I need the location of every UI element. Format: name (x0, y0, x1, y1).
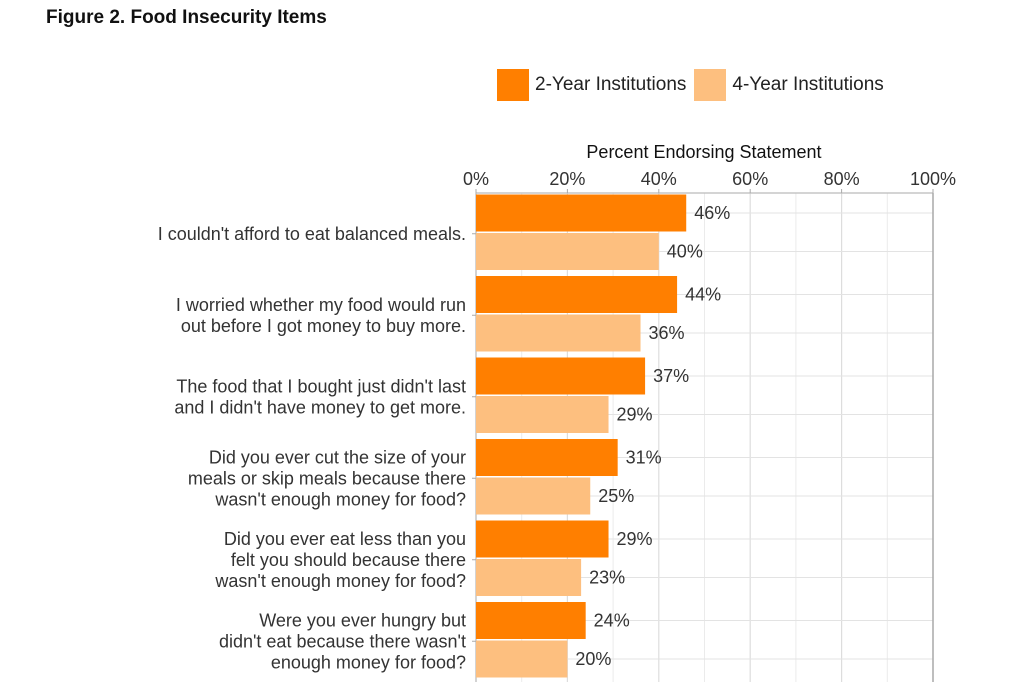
figure-title: Figure 2. Food Insecurity Items (46, 7, 327, 28)
data-label: 29% (617, 405, 653, 425)
data-label: 31% (626, 448, 662, 468)
category-label-line: I couldn't afford to eat balanced meals. (158, 224, 466, 244)
category-label: Did you ever eat less than you felt you s… (214, 529, 466, 591)
category-label: The food that I bought just didn't last a… (174, 376, 466, 417)
category-label-line: Did you ever cut the size of your (209, 447, 466, 467)
category-label-line: wasn't enough money for food? (214, 489, 466, 509)
chart-legend: 2-Year Institutions 4-Year Institutions (497, 69, 892, 101)
x-tick-label: 80% (824, 169, 860, 189)
data-label: 20% (575, 649, 611, 669)
category-label-line: The food that I bought just didn't last (176, 376, 466, 396)
bar-2-year (476, 276, 678, 313)
x-tick-label: 40% (641, 169, 677, 189)
category-label-line: I worried whether my food would run (176, 295, 466, 315)
category-label: I worried whether my food would run out b… (176, 295, 466, 336)
bar-2-year (476, 194, 687, 232)
bar-4-year (476, 559, 582, 596)
category-label: Were you ever hungry but didn't eat becau… (219, 610, 466, 672)
bar-4-year (476, 233, 659, 270)
x-tick-label: 0% (463, 169, 489, 189)
category-label-line: Were you ever hungry but (259, 610, 466, 630)
bar-2-year (476, 520, 609, 558)
category-label-line: felt you should because there (231, 550, 466, 570)
category-label-line: Did you ever eat less than you (224, 529, 466, 549)
bar-2-year (476, 602, 586, 639)
category-label: Did you ever cut the size of your meals o… (188, 447, 466, 509)
category-label-line: didn't eat because there wasn't (219, 631, 466, 651)
bar-2-year (476, 439, 618, 476)
category-label-line: and I didn't have money to get more. (174, 397, 466, 417)
data-label: 24% (594, 611, 630, 631)
bars: 46%40%44%36%37%29%31%25%29%23%24%20% (476, 194, 730, 678)
legend-item-4-year: 4-Year Institutions (694, 69, 884, 101)
legend-item-2-year: 2-Year Institutions (497, 69, 686, 101)
bar-4-year (476, 314, 641, 352)
category-labels: I couldn't afford to eat balanced meals.… (158, 224, 476, 672)
data-label: 23% (589, 568, 625, 588)
x-tick-label: 100% (910, 169, 956, 189)
legend-label-2-year: 2-Year Institutions (535, 74, 687, 95)
x-axis-title: Percent Endorsing Statement (586, 142, 821, 162)
x-tick-label: 20% (549, 169, 585, 189)
bar-4-year (476, 640, 568, 678)
data-label: 36% (649, 323, 685, 343)
data-label: 29% (617, 529, 653, 549)
category-label-line: wasn't enough money for food? (214, 571, 466, 591)
x-tick-label: 60% (732, 169, 768, 189)
legend-swatch-4-year (694, 69, 727, 101)
bar-4-year (476, 396, 609, 433)
data-label: 40% (667, 242, 703, 262)
category-label-line: meals or skip meals because there (188, 468, 466, 488)
legend-label-4-year: 4-Year Institutions (732, 74, 884, 95)
category-label-line: enough money for food? (271, 652, 466, 672)
data-label: 44% (685, 285, 721, 305)
legend-swatch-2-year (497, 69, 529, 101)
bar-4-year (476, 477, 591, 515)
x-axis-ticks: 0% 20% 40% 60% 80% 100% (463, 169, 956, 193)
data-label: 25% (598, 486, 634, 506)
category-label-line: out before I got money to buy more. (181, 316, 466, 336)
category-label: I couldn't afford to eat balanced meals. (158, 224, 466, 244)
gridlines (475, 192, 934, 682)
bar-2-year (476, 357, 646, 395)
data-label: 46% (694, 203, 730, 223)
data-label: 37% (653, 366, 689, 386)
